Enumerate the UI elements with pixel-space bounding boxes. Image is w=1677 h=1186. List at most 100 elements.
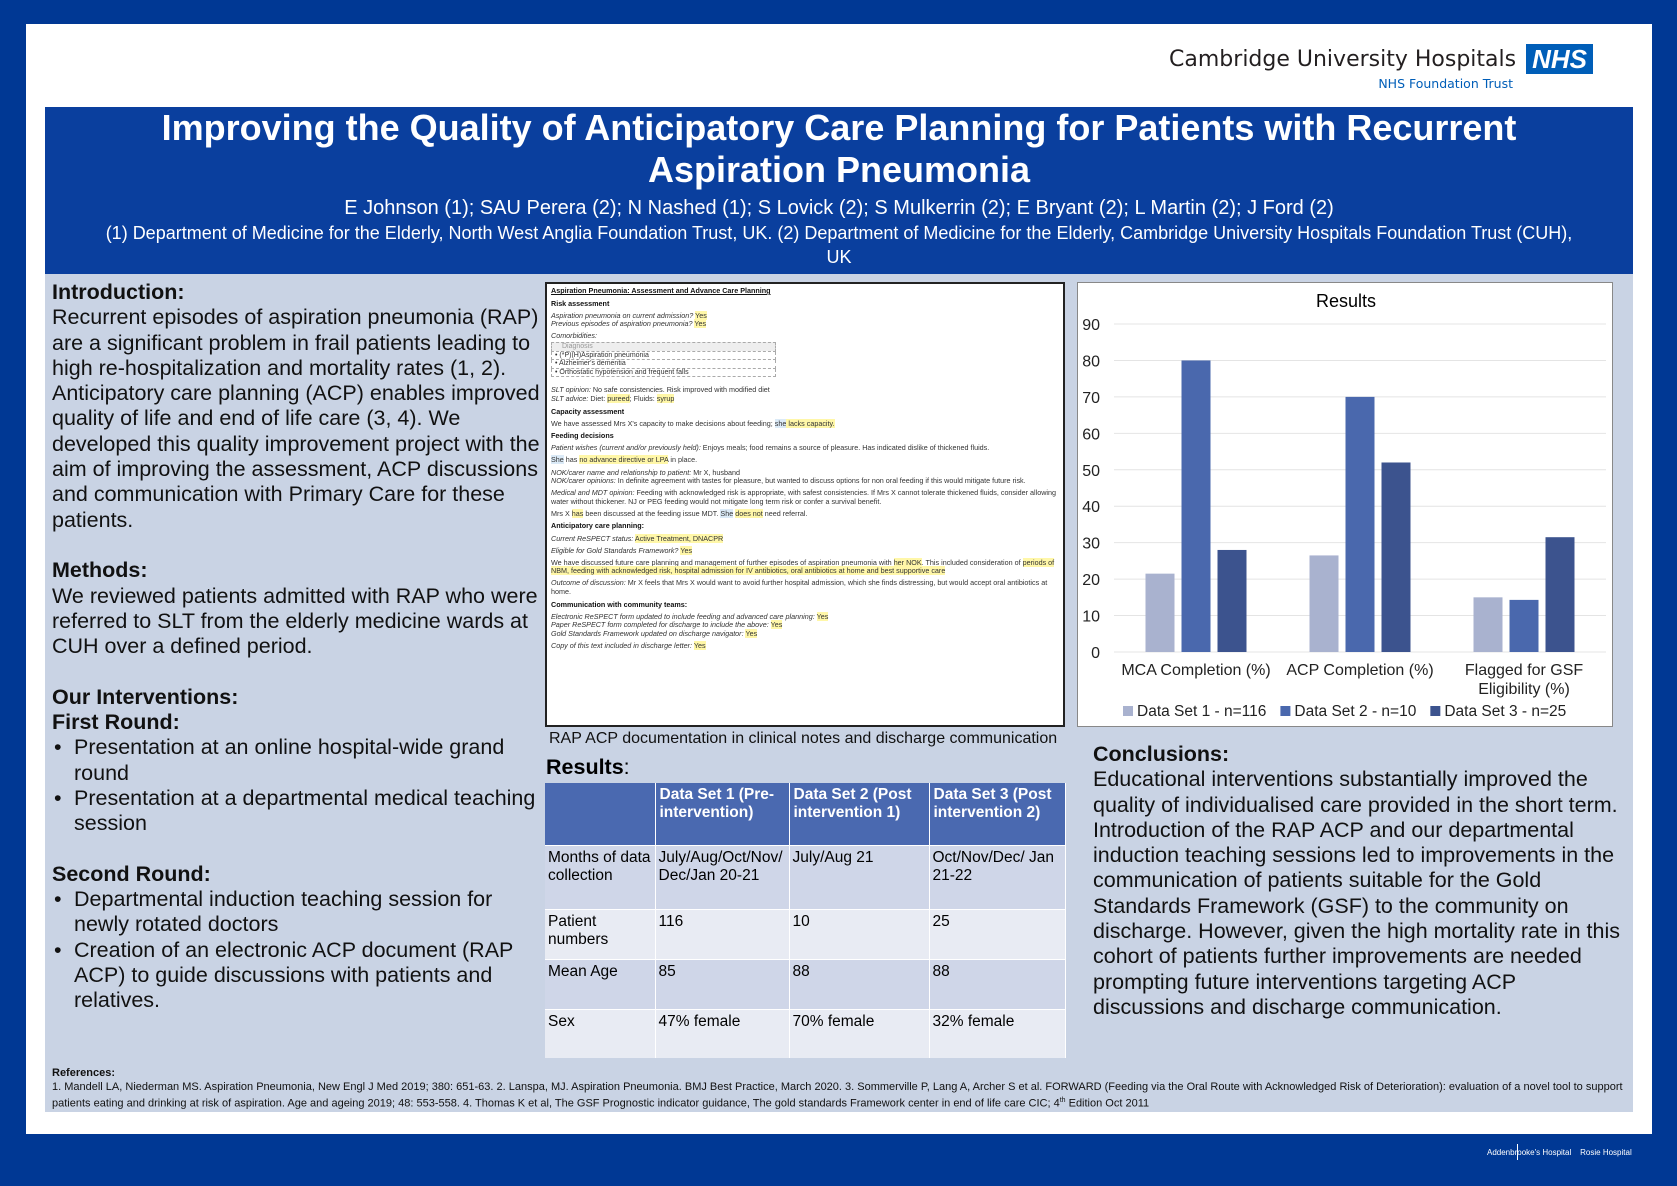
notes-text: Feeding with acknowledged risk is approp… — [551, 488, 1056, 506]
second-round-heading: Second Round: — [52, 861, 211, 886]
table-header-row: Data Set 1 (Pre-intervention) Data Set 2… — [545, 783, 1066, 846]
cuh-logo: Cambridge University Hospitals NHS NHS Fo… — [1169, 44, 1593, 91]
results-heading: Results: — [546, 755, 630, 779]
notes-answer: her NOK — [893, 557, 922, 567]
footer-hospitals: Addenbrooke's Hospital Rosie Hospital — [1487, 1144, 1632, 1160]
table-cell: 25 — [929, 909, 1066, 960]
references-text: 1. Mandell LA, Niederman MS. Aspiration … — [52, 1080, 1632, 1111]
notes-answer: syrup — [656, 393, 675, 403]
notes-answer: Active Treatment, DNACPR — [634, 533, 724, 543]
notes-answer: Yes — [770, 620, 783, 630]
notes-text: . This included consideration of — [921, 557, 1023, 567]
notes-label: Previous episodes of aspiration pneumoni… — [551, 319, 693, 329]
notes-cell: Diagnosis — [551, 341, 776, 352]
notes-cell: • Alzheimer's dementia — [551, 359, 776, 369]
notes-label: Paper ReSPECT form completed for dischar… — [551, 620, 769, 630]
bar — [1473, 597, 1503, 652]
table-row: Patient numbers 116 10 25 — [545, 909, 1066, 960]
first-round-list: Presentation at an online hospital-wide … — [52, 735, 547, 836]
notes-text: Diet: — [588, 393, 608, 403]
notes-title: Aspiration Pneumonia: Assessment and Adv… — [551, 286, 771, 295]
column-header: Data Set 2 (Post intervention 1) — [789, 783, 930, 846]
notes-label: NOK/carer name and relationship to patie… — [551, 467, 692, 477]
results-chart: Results 0 10 20 30 40 50 60 70 80 90 MCA Completion… — [1077, 282, 1613, 727]
table-row: Months of data collection July/Aug/Oct/No… — [545, 845, 1066, 910]
conclusions-text: Educational interventions substantially … — [1093, 767, 1621, 1019]
notes-text: Mr X feels that Mrs X would want to avoi… — [551, 578, 1048, 597]
list-item: Presentation at a departmental medical t… — [52, 786, 547, 837]
notes-heading: Capacity assessment — [551, 406, 625, 416]
table-cell: Patient numbers — [545, 909, 656, 960]
left-column: Introduction: Recurrent episodes of aspi… — [52, 280, 547, 1014]
table-cell: July/Aug/Oct/Nov/ Dec/Jan 20-21 — [655, 845, 790, 910]
logo-org-name: Cambridge University Hospitals — [1169, 46, 1517, 72]
x-tick-label: Flagged for GSF — [1465, 662, 1584, 679]
notes-label: Outcome of discussion: — [551, 578, 626, 588]
notes-text: Mr X, husband — [691, 467, 740, 477]
notes-answer: Yes — [816, 611, 829, 621]
notes-answer: She — [720, 508, 734, 518]
table-cell: 85 — [655, 959, 790, 1010]
table-row: Sex 47% female 70% female 32% female — [545, 1009, 1066, 1058]
notes-label: Comorbidities: — [551, 331, 597, 341]
notes-heading: Communication with community teams: — [551, 599, 688, 609]
footer-hospital: Addenbrooke's Hospital — [1487, 1148, 1572, 1157]
column-header: Data Set 1 (Pre-intervention) — [655, 783, 790, 846]
y-tick-label: 90 — [1082, 317, 1100, 334]
bar — [1309, 555, 1339, 652]
interventions-heading: Our Interventions: — [52, 684, 239, 709]
chart-svg: Results 0 10 20 30 40 50 60 70 80 90 MCA Completion… — [1082, 291, 1606, 720]
methods-text: We reviewed patients admitted with RAP w… — [52, 583, 538, 659]
y-tick-label: 10 — [1082, 609, 1100, 626]
y-tick-label: 0 — [1091, 645, 1100, 662]
legend-swatch — [1280, 706, 1291, 716]
notes-label: NOK/carer opinions: — [551, 476, 616, 486]
table-cell: 116 — [655, 909, 790, 960]
table-cell: Oct/Nov/Dec/ Jan 21-22 — [929, 845, 1066, 910]
table-cell: Months of data collection — [545, 845, 656, 910]
references-text-a: 1. Mandell LA, Niederman MS. Aspiration … — [52, 1081, 1623, 1110]
notes-text: No safe consistencies. Risk improved wit… — [590, 385, 770, 395]
bar — [1545, 537, 1575, 652]
notes-heading: Risk assessment — [551, 298, 610, 308]
notes-answer: Yes — [695, 310, 707, 320]
column-header — [545, 783, 656, 846]
y-tick-label: 70 — [1082, 390, 1100, 407]
title-band: Improving the Quality of Anticipatory Ca… — [45, 107, 1633, 274]
y-tick-label: 40 — [1082, 499, 1100, 516]
notes-text: been discussed at the feeding issue MDT. — [583, 508, 721, 518]
table-cell: 32% female — [929, 1009, 1066, 1058]
divider — [1517, 1144, 1518, 1160]
intro-heading: Introduction: — [52, 280, 185, 304]
bar — [1381, 462, 1411, 652]
notes-heading: Feeding decisions — [551, 431, 614, 441]
x-tick-label: MCA Completion (%) — [1121, 662, 1270, 679]
notes-label: Aspiration pneumonia on current admissio… — [551, 310, 694, 320]
bar — [1145, 573, 1175, 652]
references-text-b: Edition Oct 2011 — [1065, 1097, 1150, 1110]
chart-title: Results — [1316, 291, 1376, 311]
table-cell: July/Aug 21 — [789, 845, 930, 910]
footer-hospital: Rosie Hospital — [1580, 1148, 1632, 1157]
column-header: Data Set 3 (Post intervention 2) — [929, 783, 1066, 846]
legend-label: Data Set 1 - n=116 — [1137, 703, 1266, 720]
nhs-logo: NHS — [1526, 44, 1593, 74]
notes-label: Electronic ReSPECT form updated to inclu… — [551, 611, 815, 621]
notes-answer: Yes — [694, 319, 707, 329]
figure-caption: RAP ACP documentation in clinical notes … — [549, 730, 1058, 747]
conclusions-heading: Conclusions: — [1093, 742, 1230, 766]
second-round-list: Departmental induction teaching session … — [52, 887, 547, 1013]
table-row: Mean Age 85 88 88 — [545, 959, 1066, 1010]
notes-label: Gold Standards Framework updated on disc… — [551, 628, 744, 638]
references: References: 1. Mandell LA, Niederman MS.… — [52, 1066, 1632, 1111]
notes-label: Current ReSPECT status: — [551, 533, 634, 543]
legend-swatch — [1123, 706, 1133, 716]
notes-answer: She — [551, 455, 564, 465]
notes-text: In definite agreement with tastes for pl… — [615, 476, 1026, 486]
methods-heading: Methods: — [52, 558, 148, 583]
y-tick-label: 30 — [1082, 536, 1100, 553]
notes-text: We have discussed future care planning a… — [551, 557, 894, 567]
notes-heading: Anticipatory care planning: — [551, 521, 645, 531]
notes-label: Patient wishes (current and/or previousl… — [551, 443, 701, 453]
notes-label: Eligible for Gold Standards Framework? — [551, 545, 679, 555]
